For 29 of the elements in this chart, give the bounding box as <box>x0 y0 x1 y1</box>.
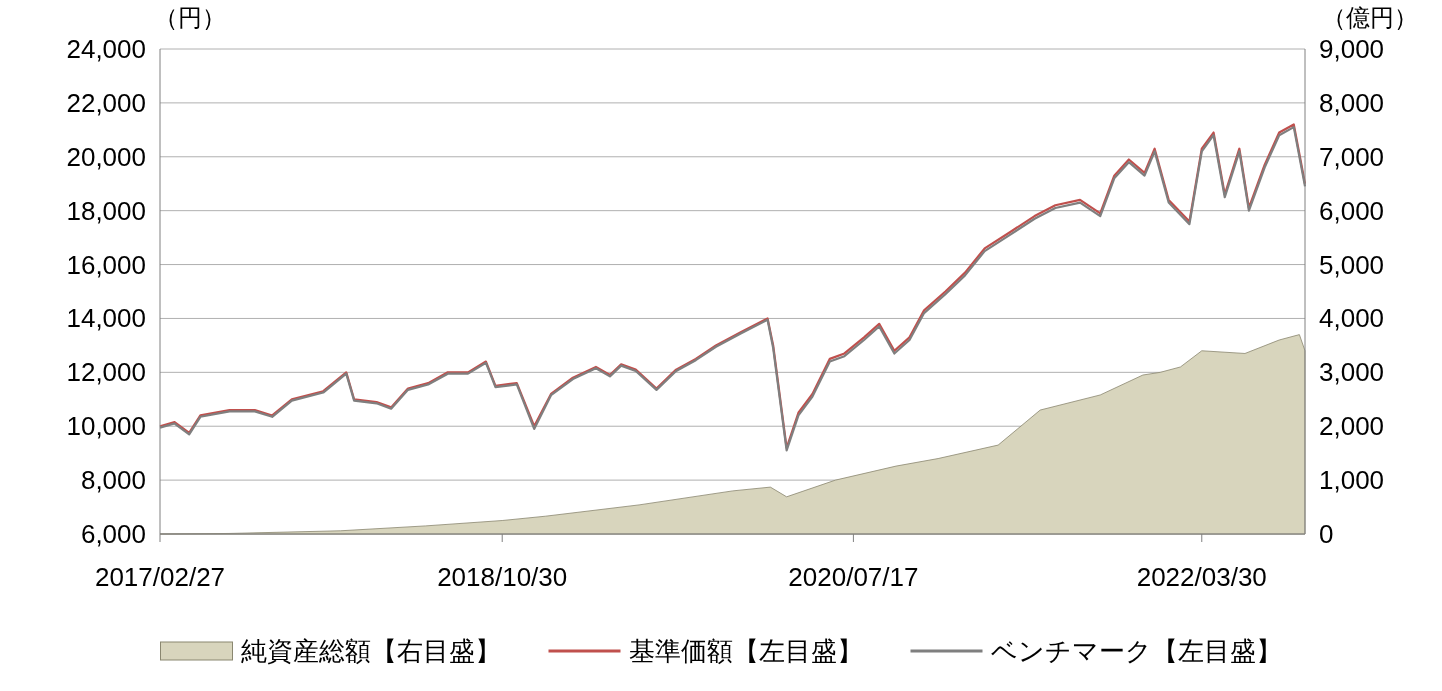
legend-label: 純資産総額【右目盛】 <box>240 636 501 666</box>
legend-label: 基準価額【左目盛】 <box>628 636 863 666</box>
y-tick-label: 20,000 <box>66 141 146 172</box>
y2-tick-label: 9,000 <box>1319 34 1385 64</box>
y2-tick-label: 1,000 <box>1319 465 1385 496</box>
x-tick-label: 2017/02/27 <box>94 562 226 592</box>
y-tick-label: 10,000 <box>66 411 146 442</box>
y2-tick-label: 2,000 <box>1319 411 1385 442</box>
y-tick-label: 18,000 <box>66 195 146 226</box>
y-tick-label: 6,000 <box>80 519 146 549</box>
y-tick-label: 14,000 <box>66 303 146 334</box>
y-axis-title: （円） <box>154 4 226 31</box>
y2-tick-label: 8,000 <box>1319 87 1385 118</box>
y2-tick-label: 5,000 <box>1319 249 1385 280</box>
y-tick-label: 12,000 <box>66 357 146 388</box>
legend-label: ベンチマーク【左目盛】 <box>990 636 1282 666</box>
y-tick-label: 16,000 <box>66 249 146 280</box>
y2-axis-title: （億円） <box>1322 4 1418 31</box>
x-tick-label: 2020/07/17 <box>788 562 919 592</box>
y-tick-label: 8,000 <box>80 465 146 496</box>
y2-tick-label: 3,000 <box>1319 357 1385 388</box>
y-tick-label: 22,000 <box>66 87 146 118</box>
y2-tick-label: 6,000 <box>1319 195 1385 226</box>
y-tick-label: 24,000 <box>66 34 146 64</box>
x-tick-label: 2018/10/30 <box>437 562 568 592</box>
y2-tick-label: 4,000 <box>1319 303 1385 334</box>
x-tick-label: 2022/03/30 <box>1136 562 1267 592</box>
y2-tick-label: 7,000 <box>1319 141 1385 172</box>
y2-tick-label: 0 <box>1319 519 1334 549</box>
